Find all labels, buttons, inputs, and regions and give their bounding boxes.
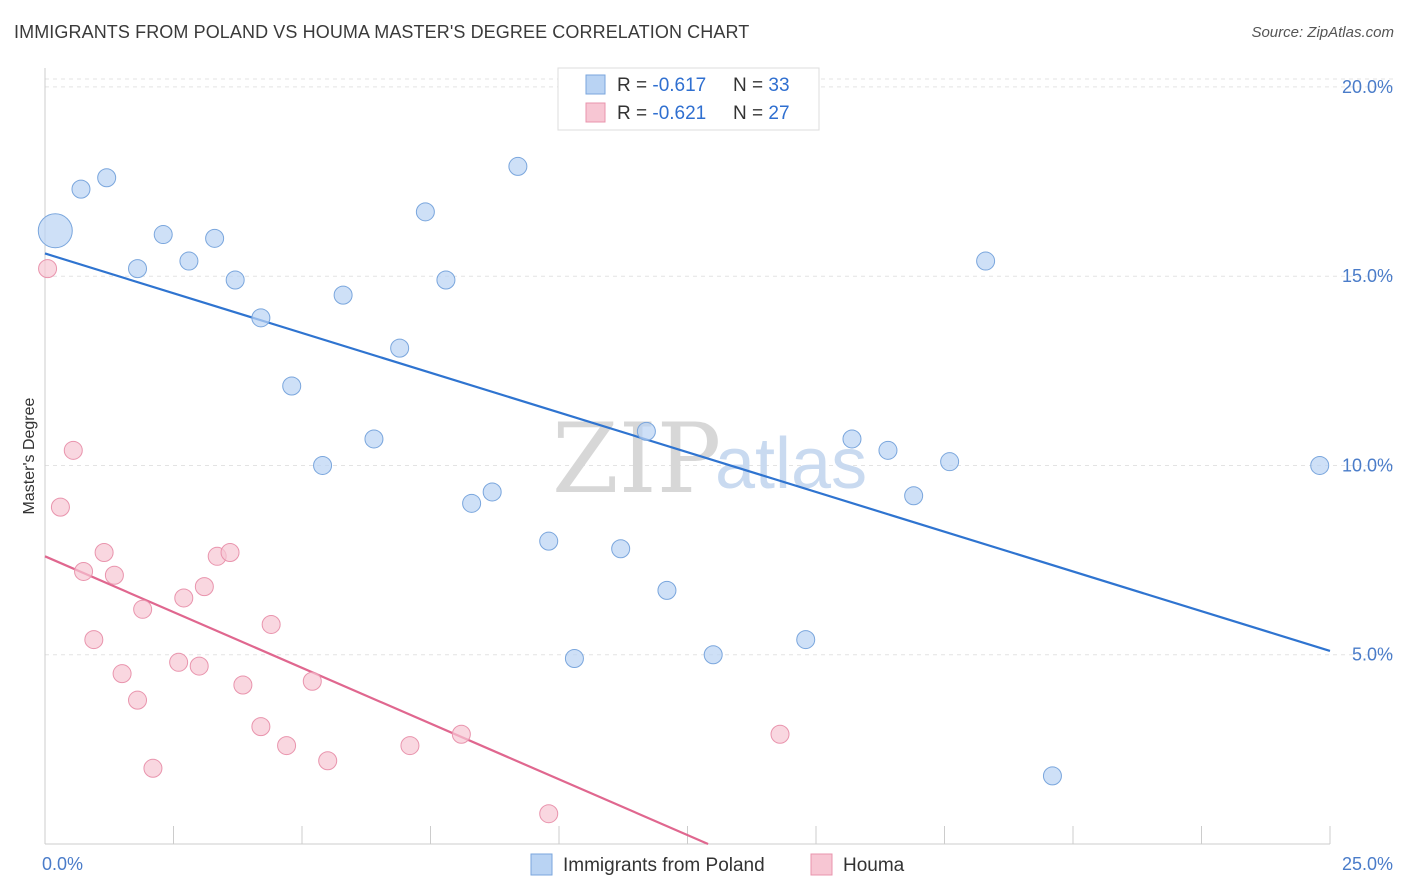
- point-poland-30: [976, 251, 996, 271]
- point-poland-7: [225, 270, 245, 290]
- point-poland-31: [1042, 766, 1062, 786]
- point-houma-16: [220, 543, 240, 563]
- point-poland-21: [611, 539, 631, 559]
- point-houma-0: [38, 259, 58, 279]
- watermark-atlas: atlas: [715, 424, 867, 504]
- point-poland-11: [333, 285, 353, 305]
- x-tick-labels: 0.0% 25.0%: [42, 854, 1393, 874]
- legend-entry-1: R = -0.621 N = 27: [617, 103, 790, 124]
- point-houma-17: [233, 675, 253, 695]
- point-houma-13: [189, 656, 209, 676]
- point-houma-25: [539, 804, 559, 824]
- grid-lines: [45, 78, 1393, 656]
- point-poland-6: [205, 228, 225, 248]
- legend-entry-0: R = -0.617 N = 33: [617, 75, 790, 96]
- point-houma-18: [251, 717, 271, 737]
- point-houma-11: [169, 652, 189, 672]
- trend-line-houma: [44, 555, 709, 846]
- chart-source: Source: ZipAtlas.com: [1251, 24, 1394, 41]
- point-poland-23: [657, 580, 677, 600]
- bottom-legend-label-1: Houma: [843, 855, 905, 876]
- x-tick-label-1: 25.0%: [1342, 854, 1393, 874]
- point-poland-1: [71, 179, 91, 199]
- top-legend: R = -0.617 N = 33 R = -0.621 N = 27: [557, 67, 820, 131]
- point-houma-19: [261, 614, 281, 634]
- point-houma-8: [128, 690, 148, 710]
- point-poland-12: [364, 429, 384, 449]
- point-houma-2: [63, 440, 83, 460]
- point-houma-7: [112, 664, 132, 684]
- point-poland-15: [436, 270, 456, 290]
- point-poland-2: [97, 168, 117, 188]
- point-poland-9: [282, 376, 302, 396]
- y-axis-label: Master's Degree: [21, 397, 38, 514]
- point-houma-14: [194, 577, 214, 597]
- point-houma-10: [143, 758, 163, 778]
- point-poland-26: [842, 429, 862, 449]
- point-poland-3: [128, 259, 148, 279]
- point-poland-18: [508, 156, 528, 176]
- y-tick-label-0: 5.0%: [1352, 645, 1393, 665]
- y-tick-label-2: 15.0%: [1342, 266, 1393, 286]
- point-houma-4: [84, 630, 104, 650]
- point-houma-6: [104, 565, 124, 585]
- y-tick-label-1: 10.0%: [1342, 455, 1393, 475]
- point-poland-20: [564, 649, 584, 669]
- point-poland-17: [482, 482, 502, 502]
- point-poland-22: [636, 421, 656, 441]
- point-poland-5: [179, 251, 199, 271]
- point-houma-20: [277, 736, 297, 756]
- data-points: [37, 156, 1330, 824]
- point-poland-8: [251, 308, 271, 328]
- point-houma-5: [94, 543, 114, 563]
- watermark: ZIP atlas: [552, 403, 867, 515]
- trend-line-poland: [44, 252, 1331, 652]
- point-houma-1: [50, 497, 70, 517]
- point-houma-21: [302, 671, 322, 691]
- point-poland-19: [539, 531, 559, 551]
- point-poland-10: [313, 455, 333, 475]
- point-houma-26: [770, 724, 790, 744]
- point-poland-24: [703, 645, 723, 665]
- point-poland-27: [878, 440, 898, 460]
- x-tick-label-0: 0.0%: [42, 854, 83, 874]
- y-tick-labels: 5.0% 10.0% 15.0% 20.0%: [1342, 77, 1393, 665]
- point-houma-12: [174, 588, 194, 608]
- point-houma-9: [133, 599, 153, 619]
- bottom-legend: Immigrants from Poland Houma: [530, 853, 905, 876]
- point-houma-23: [400, 736, 420, 756]
- point-houma-3: [74, 561, 94, 581]
- point-poland-16: [462, 493, 482, 513]
- point-poland-13: [390, 338, 410, 358]
- chart-title: IMMIGRANTS FROM POLAND VS HOUMA MASTER'S…: [14, 22, 750, 42]
- point-poland-28: [904, 486, 924, 506]
- point-houma-24: [451, 724, 471, 744]
- point-poland-0: [37, 213, 73, 249]
- point-poland-4: [153, 225, 173, 245]
- point-houma-22: [318, 751, 338, 771]
- point-poland-25: [796, 630, 816, 650]
- legend-swatch-0: [585, 74, 606, 95]
- axes: [44, 68, 1331, 845]
- y-tick-label-3: 20.0%: [1342, 77, 1393, 97]
- bottom-legend-swatch-0: [530, 853, 553, 876]
- bottom-legend-swatch-1: [810, 853, 833, 876]
- watermark-zip: ZIP: [552, 403, 721, 515]
- point-poland-32: [1310, 455, 1330, 475]
- point-poland-14: [415, 202, 435, 222]
- point-poland-29: [940, 452, 960, 472]
- legend-swatch-1: [585, 102, 606, 123]
- bottom-legend-label-0: Immigrants from Poland: [563, 855, 765, 876]
